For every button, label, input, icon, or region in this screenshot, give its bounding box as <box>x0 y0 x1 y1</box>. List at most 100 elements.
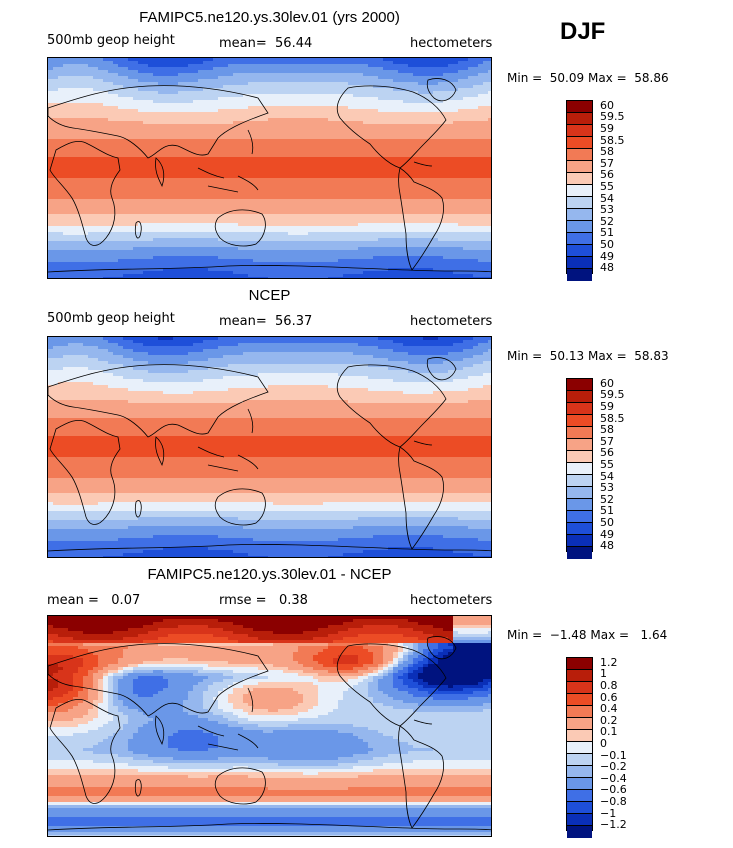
contour-cell <box>283 142 289 146</box>
contour-cell <box>293 160 299 164</box>
contour-cell <box>438 145 444 149</box>
contour-cell <box>393 64 399 68</box>
contour-cell <box>398 184 404 188</box>
contour-cell <box>278 88 284 92</box>
contour-cell <box>413 199 419 203</box>
contour-cell <box>133 61 139 65</box>
contour-cell <box>483 196 489 200</box>
contour-cell <box>63 142 69 146</box>
contour-cell <box>448 82 454 86</box>
contour-cell <box>293 172 299 176</box>
contour-cell <box>208 94 214 98</box>
contour-cell <box>273 130 279 134</box>
contour-cell <box>83 193 89 197</box>
contour-cell <box>258 94 264 98</box>
contour-cell <box>313 211 319 215</box>
contour-cell <box>293 169 299 173</box>
contour-cell <box>478 169 484 173</box>
contour-cell <box>318 184 324 188</box>
contour-cell <box>218 211 224 215</box>
contour-cell <box>313 97 319 101</box>
contour-cell <box>118 97 124 101</box>
contour-cell <box>93 157 99 161</box>
contour-cell <box>443 85 449 89</box>
contour-cell <box>258 145 264 149</box>
contour-cell <box>288 121 294 125</box>
contour-cell <box>478 199 484 203</box>
contour-cell <box>323 130 329 134</box>
contour-cell <box>413 184 419 188</box>
contour-cell <box>58 115 64 119</box>
contour-cell <box>283 61 289 65</box>
contour-cell <box>83 190 89 194</box>
contour-cell <box>93 118 99 122</box>
contour-cell <box>98 163 104 167</box>
contour-cell <box>278 181 284 185</box>
contour-cell <box>63 148 69 152</box>
contour-cell <box>218 85 224 89</box>
contour-cell <box>208 154 214 158</box>
contour-cell <box>423 139 429 143</box>
contour-cell <box>318 160 324 164</box>
contour-cell <box>448 169 454 173</box>
contour-cell <box>178 175 184 179</box>
contour-cell <box>418 139 424 143</box>
contour-cell <box>303 178 309 182</box>
contour-cell <box>293 133 299 137</box>
contour-cell <box>143 169 149 173</box>
contour-cell <box>108 94 114 98</box>
contour-cell <box>128 100 134 104</box>
contour-cell <box>98 214 104 218</box>
contour-cell <box>283 193 289 197</box>
contour-cell <box>183 61 189 65</box>
contour-cell <box>478 163 484 167</box>
contour-cell <box>218 70 224 74</box>
contour-cell <box>303 172 309 176</box>
contour-cell <box>198 211 204 215</box>
contour-cell <box>183 142 189 146</box>
contour-cell <box>93 133 99 137</box>
contour-cell <box>338 76 344 80</box>
contour-cell <box>453 181 459 185</box>
contour-cell <box>133 214 139 218</box>
contour-cell <box>338 157 344 161</box>
contour-cell <box>228 58 234 62</box>
contour-cell <box>228 124 234 128</box>
contour-cell <box>173 94 179 98</box>
contour-cell <box>478 82 484 86</box>
contour-cell <box>398 115 404 119</box>
contour-cell <box>203 118 209 122</box>
contour-cell <box>483 187 489 191</box>
contour-cell <box>218 124 224 128</box>
contour-cell <box>388 148 394 152</box>
contour-cell <box>328 106 334 110</box>
contour-cell <box>148 64 154 68</box>
contour-cell <box>178 121 184 125</box>
contour-cell <box>53 205 59 209</box>
contour-cell <box>128 199 134 203</box>
contour-cell <box>443 196 449 200</box>
contour-cell <box>443 178 449 182</box>
contour-cell <box>153 118 159 122</box>
contour-cell <box>428 106 434 110</box>
contour-cell <box>158 109 164 113</box>
contour-cell <box>208 100 214 104</box>
contour-cell <box>468 103 474 107</box>
contour-cell <box>223 67 229 71</box>
contour-cell <box>363 121 369 125</box>
contour-cell <box>318 169 324 173</box>
contour-cell <box>293 202 299 206</box>
contour-cell <box>63 205 69 209</box>
contour-cell <box>373 70 379 74</box>
contour-cell <box>168 211 174 215</box>
contour-cell <box>323 217 329 221</box>
contour-cell <box>118 91 124 95</box>
contour-cell <box>308 121 314 125</box>
contour-cell <box>303 121 309 125</box>
contour-cell <box>228 121 234 125</box>
contour-cell <box>483 172 489 176</box>
contour-cell <box>373 121 379 125</box>
contour-cell <box>318 217 324 221</box>
contour-cell <box>273 73 279 77</box>
contour-cell <box>373 124 379 128</box>
